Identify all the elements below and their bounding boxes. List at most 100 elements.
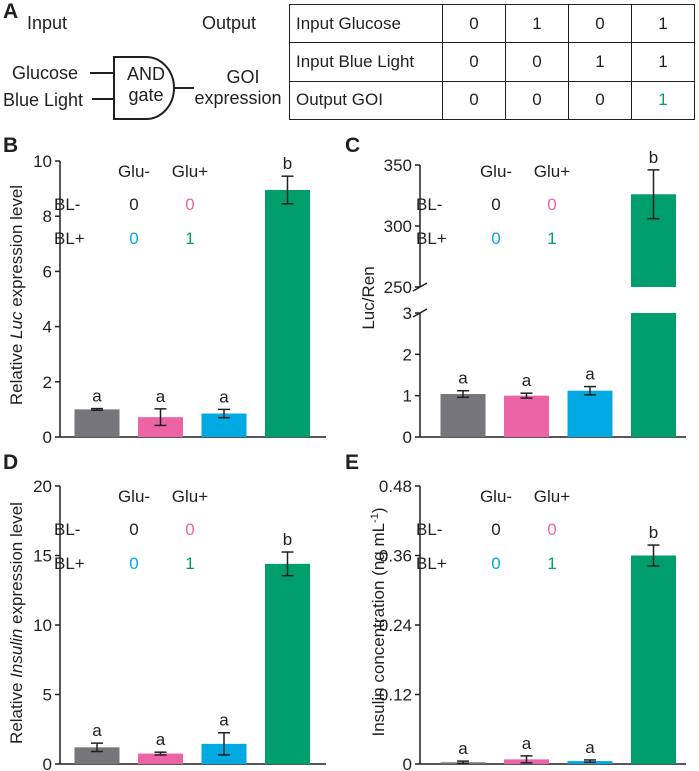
bar xyxy=(265,563,310,764)
bar xyxy=(74,409,120,437)
y-tick-label: 20 xyxy=(33,477,52,496)
ylabel-part: Insulin concentration (ng mL xyxy=(369,523,388,737)
legend-cell: 0 xyxy=(491,520,500,539)
y-tick-label: 0 xyxy=(43,428,52,447)
y-tick-label: 2 xyxy=(403,345,412,364)
panel-e-ylabel: Insulin concentration (ng mL-1) xyxy=(369,507,388,736)
significance-letter: b xyxy=(649,148,658,167)
y-tick-label: 4 xyxy=(43,318,52,337)
y-tick-label: 10 xyxy=(33,152,52,171)
legend-cell: 0 xyxy=(491,554,500,573)
bar xyxy=(74,747,120,764)
legend-cell: 1 xyxy=(547,554,556,573)
truth-cell: 0 xyxy=(505,80,569,121)
legend-row-label: BL+ xyxy=(54,554,85,573)
output-label-goi: GOI xyxy=(226,67,260,87)
significance-letter: a xyxy=(219,711,229,730)
significance-letter: a xyxy=(219,387,229,406)
bar xyxy=(201,413,247,437)
legend-col-label: Glu+ xyxy=(172,162,208,181)
legend-row-label: BL- xyxy=(416,195,442,214)
significance-letter: a xyxy=(458,369,468,388)
y-tick-label: 3 xyxy=(403,304,412,323)
panel-b-label: B xyxy=(3,134,19,157)
legend-col-label: Glu- xyxy=(480,487,512,506)
bar xyxy=(631,555,676,764)
bar xyxy=(631,313,676,437)
significance-letter: a xyxy=(458,739,468,758)
and-gate-diagram xyxy=(90,56,194,120)
y-tick-label: 15 xyxy=(33,547,52,566)
y-tick-label: 10 xyxy=(33,616,52,635)
legend-cell: 0 xyxy=(129,520,138,539)
legend-row-label: BL+ xyxy=(416,554,447,573)
panel-a-label: A xyxy=(3,0,19,23)
truth-cell: 0 xyxy=(568,80,632,121)
significance-letter: a xyxy=(156,730,166,749)
truth-cell: 1 xyxy=(631,42,695,82)
input-title: Input xyxy=(27,13,68,33)
significance-letter: a xyxy=(585,738,595,757)
legend-cell: 1 xyxy=(185,229,194,248)
legend-col-label: Glu- xyxy=(480,162,512,181)
bar xyxy=(138,417,183,437)
legend-row-label: BL- xyxy=(54,195,80,214)
ylabel-gene: Insulin xyxy=(7,629,26,678)
significance-letter: a xyxy=(585,365,595,384)
truth-table: Input Glucose 0 1 0 1 Input Blue Light 0… xyxy=(289,3,695,121)
blue-light-input-label: Blue Light xyxy=(3,90,84,110)
panel-d-ylabel: Relative Insulin expression level xyxy=(7,502,26,744)
panel-c-label: C xyxy=(345,134,361,157)
significance-letter: a xyxy=(522,371,532,390)
legend-cell: 0 xyxy=(491,195,500,214)
significance-letter: b xyxy=(649,523,658,542)
legend-col-label: Glu+ xyxy=(172,487,208,506)
legend-cell: 0 xyxy=(547,520,556,539)
significance-letter: a xyxy=(522,734,532,753)
legend-cell: 0 xyxy=(129,554,138,573)
legend-col-label: Glu- xyxy=(118,487,150,506)
panel-e-label: E xyxy=(345,451,360,474)
legend-cell: 0 xyxy=(129,195,138,214)
y-tick-label: 0.36 xyxy=(379,547,412,566)
bar xyxy=(440,394,486,437)
truth-cell-highlight: 1 xyxy=(631,80,695,121)
y-tick-label: 250 xyxy=(384,278,412,297)
truth-cell: 0 xyxy=(442,80,506,121)
ylabel-superscript: -1 xyxy=(369,513,381,523)
ylabel-part: Relative xyxy=(7,678,26,744)
bar xyxy=(138,753,183,764)
truth-cell: 0 xyxy=(442,3,506,44)
truth-cell: 1 xyxy=(631,3,695,44)
ylabel-part: Relative xyxy=(7,339,26,405)
legend-cell: 1 xyxy=(185,554,194,573)
legend-row-label: BL- xyxy=(54,520,80,539)
y-tick-label: 2 xyxy=(43,373,52,392)
bar xyxy=(265,189,310,437)
legend-row-label: BL- xyxy=(416,520,442,539)
legend-cell: 1 xyxy=(547,229,556,248)
glucose-input-label: Glucose xyxy=(12,63,79,83)
truth-row-bluelight: Input Blue Light 0 0 1 1 xyxy=(289,42,695,82)
legend-cell: 0 xyxy=(491,229,500,248)
output-label-expression: expression xyxy=(194,88,282,108)
y-tick-label: 0 xyxy=(43,755,52,771)
y-tick-label: 300 xyxy=(384,217,412,236)
truth-row-label: Output GOI xyxy=(289,80,443,121)
legend-col-label: Glu- xyxy=(118,162,150,181)
y-tick-label: 0.48 xyxy=(379,477,412,496)
y-tick-label: 0 xyxy=(403,755,412,771)
significance-letter: a xyxy=(92,721,102,740)
legend-cell: 0 xyxy=(129,229,138,248)
y-tick-label: 5 xyxy=(43,686,52,705)
truth-cell: 0 xyxy=(505,42,569,82)
legend-cell: 0 xyxy=(185,520,194,539)
truth-row-output: Output GOI 0 0 0 1 xyxy=(289,80,695,121)
significance-letter: a xyxy=(156,387,166,406)
legend-row-label: BL+ xyxy=(54,229,85,248)
y-tick-label: 0.12 xyxy=(379,686,412,705)
significance-letter: a xyxy=(92,387,102,406)
truth-row-label: Input Blue Light xyxy=(289,42,443,82)
y-tick-label: 0 xyxy=(403,428,412,447)
ylabel-part: ) xyxy=(369,507,388,513)
